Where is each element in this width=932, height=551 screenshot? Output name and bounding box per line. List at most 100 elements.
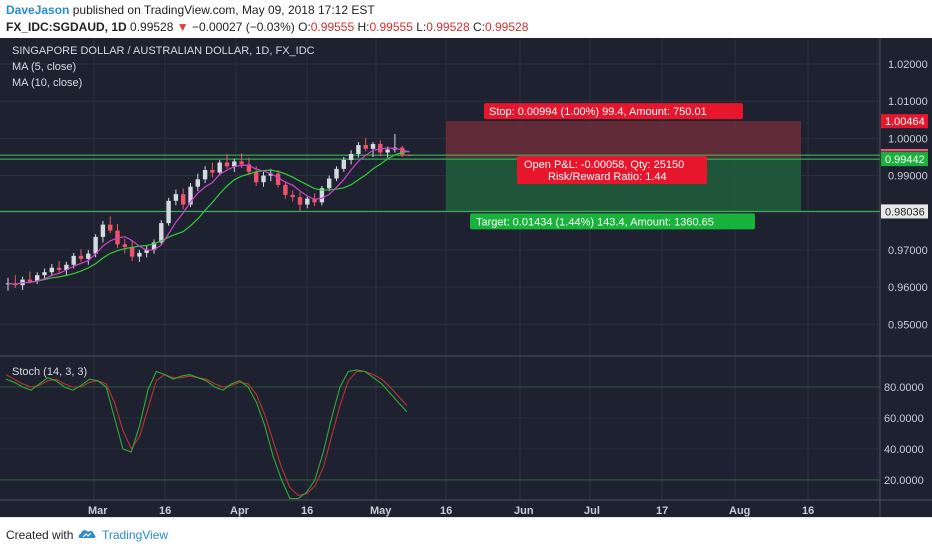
pnl-label: Open P&L: -0.00058, Qty: 25150 — [524, 159, 684, 171]
candle-body — [71, 255, 76, 265]
change-value: −0.00027 (−0.03%) — [192, 20, 295, 34]
chart-background — [0, 38, 932, 517]
candle-body — [144, 249, 149, 253]
high-label: H: — [357, 20, 370, 34]
candle-body — [195, 179, 200, 187]
time-tick-label: 17 — [656, 505, 668, 517]
tradingview-cloud-icon[interactable] — [78, 526, 96, 542]
candle-body — [319, 188, 325, 203]
stop-label-bg — [484, 103, 743, 120]
symbol-label: FX_IDC:SGDAUD, 1D — [6, 20, 127, 34]
price-tick-label: 0.95000 — [888, 319, 928, 331]
candle-body — [181, 194, 186, 205]
price-tag-bg — [881, 114, 928, 129]
candle-body — [400, 147, 405, 156]
high-value: 0.99555 — [369, 20, 413, 34]
stoch-tick-label: 80.0000 — [884, 382, 924, 394]
candle-body — [210, 169, 215, 173]
candle-body — [108, 224, 113, 231]
candle-body — [49, 267, 54, 273]
price-tag-text: 0.98036 — [885, 206, 925, 218]
stoch-tick-label: 20.0000 — [884, 475, 924, 487]
candle-body — [254, 171, 259, 183]
chart-svg[interactable]: 1.020001.010001.000000.990000.980000.970… — [0, 38, 932, 517]
candle-body — [27, 279, 33, 282]
time-tick-label: Jun — [514, 505, 534, 517]
price-tag-bg — [881, 204, 928, 219]
candle-body — [224, 162, 230, 167]
open-label: O: — [298, 20, 311, 34]
change-arrow: ▼ — [176, 20, 189, 34]
last-price: 0.99528 — [130, 20, 174, 34]
candle-body — [363, 145, 368, 149]
low-label: L: — [416, 20, 427, 34]
ma10-line — [7, 150, 410, 285]
author-link[interactable]: DaveJason — [6, 3, 70, 17]
candle-body — [305, 198, 310, 205]
candle-body — [334, 168, 339, 179]
candle-body — [370, 143, 376, 149]
candle-body — [356, 145, 361, 154]
stoch-tick-label: 60.0000 — [884, 413, 924, 425]
candle-body — [268, 173, 273, 176]
time-tick-label: 16 — [301, 505, 313, 517]
close-value: 0.99528 — [484, 20, 529, 34]
candle-body — [232, 161, 237, 167]
tradingview-brand[interactable]: TradingView — [102, 528, 169, 542]
candle-body — [137, 252, 142, 257]
candle-body — [86, 253, 91, 259]
price-tag-text: 1.00464 — [885, 116, 925, 128]
candle-body — [327, 178, 332, 189]
time-tick-label: Aug — [729, 505, 750, 517]
time-tick-label: 16 — [440, 505, 452, 517]
time-tick-label: 16 — [159, 505, 171, 517]
created-with-label: Created with — [6, 528, 74, 542]
publish-info: published on TradingView.com, May 09, 20… — [72, 3, 375, 17]
footer: Created with TradingView — [0, 517, 932, 551]
price-tick-label: 1.00000 — [888, 133, 928, 145]
candle-body — [407, 154, 412, 156]
chart-canvas[interactable]: 1.020001.010001.000000.990000.980000.970… — [0, 38, 932, 517]
candle-body — [166, 200, 171, 224]
candle-body — [56, 267, 62, 270]
candle-body — [64, 264, 69, 270]
stoch-tick-label: 40.0000 — [884, 444, 924, 456]
time-tick-label: May — [370, 505, 392, 517]
candle-body — [35, 275, 40, 282]
price-tick-label: 0.99000 — [888, 171, 928, 183]
candle-body — [341, 159, 346, 169]
ma5-indicator-label: MA (5, close) — [12, 61, 76, 73]
pnl-label-bg — [517, 156, 707, 184]
ma5-line — [7, 147, 410, 285]
target-label-bg — [470, 213, 755, 230]
price-tick-label: 1.02000 — [888, 59, 928, 71]
stoch-title: Stoch (14, 3, 3) — [12, 366, 87, 378]
rr-label: Risk/Reward Ratio: 1.44 — [548, 171, 667, 183]
candle-body — [217, 162, 222, 173]
stop-label: Stop: 0.00994 (1.00%) 99.4, Amount: 750.… — [489, 106, 707, 118]
candle-body — [202, 169, 208, 180]
candle-body — [312, 198, 317, 203]
main-title: SINGAPORE DOLLAR / AUSTRALIAN DOLLAR, 1D… — [12, 45, 315, 57]
candle-body — [78, 255, 84, 259]
price-tick-label: 0.96000 — [888, 282, 928, 294]
candle-body — [283, 184, 288, 195]
candle-body — [378, 143, 383, 153]
publish-line: DaveJason published on TradingView.com, … — [6, 3, 375, 17]
candle-body — [290, 194, 295, 198]
time-tick-label: Mar — [88, 505, 108, 517]
open-value: 0.99555 — [310, 20, 355, 34]
ma10-indicator-label: MA (10, close) — [12, 77, 82, 89]
candle-body — [239, 161, 244, 165]
candle-body — [151, 242, 157, 250]
stop-zone — [446, 121, 801, 159]
candle-body — [246, 164, 252, 172]
candle-body — [348, 153, 354, 160]
candle-body — [100, 224, 106, 237]
candle-body — [261, 175, 266, 183]
candle-body — [159, 223, 164, 243]
candle-body — [93, 236, 98, 254]
candle-body — [275, 173, 281, 185]
candle-body — [122, 244, 127, 247]
time-tick-label: 16 — [802, 505, 814, 517]
